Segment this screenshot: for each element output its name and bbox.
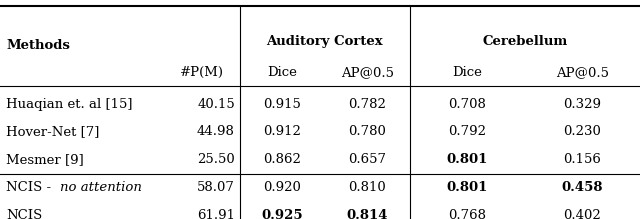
Text: 58.07: 58.07 (197, 181, 235, 194)
Text: 0.915: 0.915 (264, 98, 301, 111)
Text: 0.657: 0.657 (348, 153, 386, 166)
Text: Methods: Methods (6, 39, 70, 52)
Text: 0.329: 0.329 (563, 98, 602, 111)
Text: #P(M): #P(M) (180, 66, 224, 79)
Text: 0.458: 0.458 (562, 181, 603, 194)
Text: Mesmer [9]: Mesmer [9] (6, 153, 84, 166)
Text: 0.792: 0.792 (448, 125, 486, 138)
Text: 0.402: 0.402 (564, 209, 601, 219)
Text: 0.768: 0.768 (448, 209, 486, 219)
Text: Dice: Dice (452, 66, 482, 79)
Text: 61.91: 61.91 (197, 209, 235, 219)
Text: Cerebellum: Cerebellum (482, 35, 568, 48)
Text: 0.810: 0.810 (348, 181, 386, 194)
Text: 25.50: 25.50 (197, 153, 235, 166)
Text: 0.780: 0.780 (348, 125, 386, 138)
Text: NCIS: NCIS (6, 209, 43, 219)
Text: 0.156: 0.156 (563, 153, 602, 166)
Text: no attention: no attention (60, 181, 141, 194)
Text: NCIS -: NCIS - (6, 181, 56, 194)
Text: 44.98: 44.98 (197, 125, 235, 138)
Text: Huaqian et. al [15]: Huaqian et. al [15] (6, 98, 133, 111)
Text: Dice: Dice (268, 66, 298, 79)
Text: 0.801: 0.801 (447, 153, 488, 166)
Text: 0.708: 0.708 (448, 98, 486, 111)
Text: 0.925: 0.925 (262, 209, 303, 219)
Text: 0.920: 0.920 (264, 181, 301, 194)
Text: 0.814: 0.814 (346, 209, 388, 219)
Text: 0.782: 0.782 (348, 98, 386, 111)
Text: 0.912: 0.912 (264, 125, 301, 138)
Text: 40.15: 40.15 (197, 98, 235, 111)
Text: AP@0.5: AP@0.5 (340, 66, 394, 79)
Text: 0.862: 0.862 (264, 153, 301, 166)
Text: Hover-Net [7]: Hover-Net [7] (6, 125, 100, 138)
Text: 0.230: 0.230 (563, 125, 602, 138)
Text: 0.801: 0.801 (447, 181, 488, 194)
Text: Auditory Cortex: Auditory Cortex (266, 35, 383, 48)
Text: AP@0.5: AP@0.5 (556, 66, 609, 79)
